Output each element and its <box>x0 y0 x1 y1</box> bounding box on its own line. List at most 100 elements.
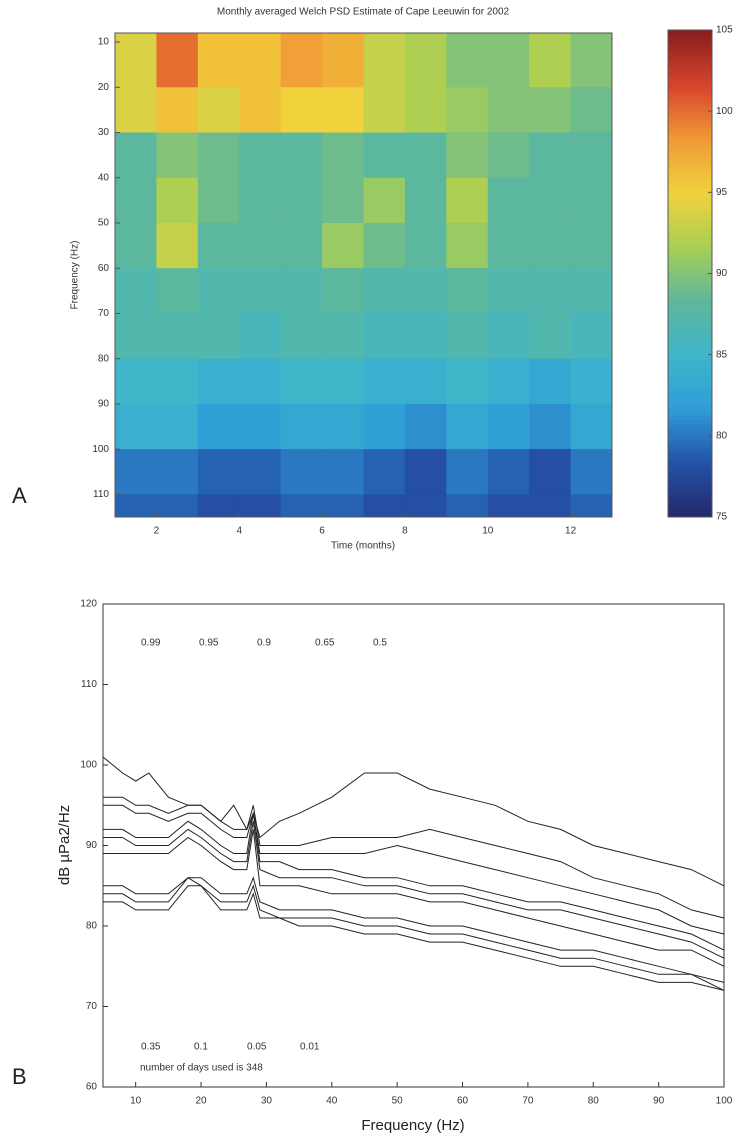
colorbar-segment <box>668 341 712 348</box>
colorbar-segment <box>668 122 712 128</box>
curve-label: 0.95 <box>199 638 219 649</box>
y-axis-label: dB µPa2/Hz <box>56 805 73 885</box>
colorbar-segment <box>668 496 712 502</box>
colorbar-segment <box>668 118 712 124</box>
heat-cell <box>115 358 157 405</box>
colorbar-segment <box>668 431 712 437</box>
colorbar-segment <box>668 297 712 303</box>
heat-cell <box>529 222 572 269</box>
colorbar-tick-label: 100 <box>716 106 733 117</box>
x-tick-label: 6 <box>319 526 325 537</box>
heat-cell <box>446 403 489 450</box>
colorbar-segment <box>668 410 712 417</box>
panel-label: A <box>12 483 27 508</box>
colorbar-segment <box>668 147 712 153</box>
y-tick-label: 100 <box>80 760 97 771</box>
heat-cell <box>529 177 572 224</box>
colorbar-segment <box>668 366 712 372</box>
heat-cell <box>239 358 282 405</box>
colorbar-segment <box>668 252 712 258</box>
curve-label: 0.65 <box>315 638 335 649</box>
colorbar-segment <box>668 281 712 287</box>
colorbar-segment <box>668 29 712 35</box>
colorbar-segment <box>668 386 712 392</box>
colorbar-segment <box>668 455 712 461</box>
colorbar-tick-label: 90 <box>716 268 728 279</box>
heat-cell <box>404 313 447 360</box>
colorbar-segment <box>668 406 712 412</box>
heat-cell <box>280 313 323 360</box>
y-tick-label: 80 <box>86 921 98 932</box>
heat-cell <box>115 403 157 450</box>
colorbar-segment <box>668 171 712 177</box>
colorbar-segment <box>668 159 712 165</box>
y-tick-label: 20 <box>98 82 110 93</box>
colorbar-segment <box>668 268 712 274</box>
colorbar-segment <box>668 273 712 279</box>
heat-cell <box>115 132 157 179</box>
heat-cell <box>156 358 199 405</box>
colorbar-tick-label: 75 <box>716 512 728 523</box>
colorbar-segment <box>668 175 712 181</box>
y-tick-label: 80 <box>98 353 110 364</box>
heat-cell <box>156 222 199 269</box>
colorbar-segment <box>668 240 712 246</box>
colorbar-segment <box>668 187 712 193</box>
y-tick-label: 70 <box>98 308 110 319</box>
colorbar-segment <box>668 208 712 214</box>
heat-cell <box>239 177 282 224</box>
y-tick-label: 120 <box>80 599 97 610</box>
heat-cell <box>156 33 199 88</box>
heat-cell <box>404 358 447 405</box>
heat-cell <box>404 177 447 224</box>
y-tick-label: 30 <box>98 127 110 138</box>
colorbar-segment <box>668 471 712 477</box>
heat-cell <box>322 449 364 495</box>
heat-cell <box>280 358 323 405</box>
heat-cell <box>280 132 323 179</box>
heat-cell <box>570 268 613 314</box>
curve-label: 0.5 <box>373 638 387 649</box>
colorbar-segment <box>668 248 712 254</box>
heat-cell <box>446 33 489 88</box>
colorbar-segment <box>668 317 712 323</box>
heat-cell <box>529 494 572 518</box>
curve <box>103 804 725 935</box>
colorbar-segment <box>668 66 712 72</box>
colorbar-segment <box>668 110 712 116</box>
heat-cell <box>239 33 282 88</box>
colorbar-segment <box>668 484 712 490</box>
colorbar-segment <box>668 289 712 295</box>
heat-cell <box>487 87 530 134</box>
heat-cell <box>404 33 447 88</box>
y-tick-label: 90 <box>98 399 110 410</box>
colorbar-segment <box>668 86 712 92</box>
y-tick-label: 10 <box>98 37 110 48</box>
heat-cell <box>322 268 364 314</box>
heat-cell <box>239 222 282 269</box>
colorbar-segment <box>668 49 712 55</box>
heat-cell <box>446 494 489 518</box>
heat-cell <box>156 132 199 179</box>
heat-cell <box>487 403 530 450</box>
colorbar-segment <box>668 139 712 145</box>
heat-cell <box>529 449 572 495</box>
heat-cell <box>197 449 240 495</box>
colorbar-segment <box>668 155 712 161</box>
colorbar-segment <box>668 61 712 68</box>
heat-cell <box>487 222 530 269</box>
colorbar-segment <box>668 398 712 404</box>
heat-cell <box>322 494 364 518</box>
colorbar-segment <box>668 467 712 473</box>
colorbar-segment <box>668 45 712 51</box>
heat-cell <box>487 358 530 405</box>
heat-cell <box>570 494 613 518</box>
colorbar-segment <box>668 370 712 376</box>
colorbar-segment <box>668 423 712 429</box>
colorbar-segment <box>668 285 712 291</box>
colorbar-segment <box>668 378 712 384</box>
colorbar-segment <box>668 325 712 331</box>
heat-cell <box>404 449 447 495</box>
colorbar-tick-label: 95 <box>716 187 728 198</box>
colorbar-segment <box>668 354 712 360</box>
